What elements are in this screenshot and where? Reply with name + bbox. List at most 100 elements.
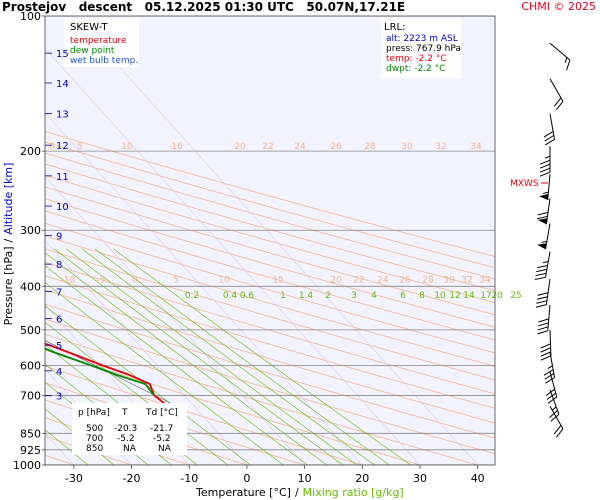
wind-barb-flag	[536, 268, 547, 273]
adiabat-label: 10	[121, 142, 133, 152]
isotherm	[45, 176, 305, 465]
table-cell: NA	[123, 444, 137, 454]
adiabat-label: 10	[218, 275, 230, 285]
dry-adiabat	[45, 174, 495, 304]
wind-barb-staff	[549, 113, 556, 140]
adiabat-label: 22	[353, 275, 364, 285]
temperature-tick-label: 30	[413, 472, 427, 485]
wind-barb-staff	[547, 174, 551, 201]
adiabat-label: 30	[443, 275, 455, 285]
temperature-tick-label: 40	[471, 472, 485, 485]
wind-barb	[537, 304, 551, 335]
pressure-tick-label: 700	[20, 389, 41, 402]
legend-dew-point: dew point	[70, 46, 115, 56]
mixing-ratio-label: 10	[434, 291, 446, 301]
wind-barb-flag	[537, 292, 549, 296]
table-cell: -5.2	[153, 434, 171, 444]
wind-barb-halfflag	[544, 155, 551, 159]
wind-barb-pennant	[537, 218, 548, 225]
pressure-tick-label: 925	[20, 444, 41, 457]
adiabat-label: 28	[364, 142, 376, 152]
series-dew-point	[45, 347, 156, 396]
mixing-ratio-label: 8	[419, 291, 425, 301]
wind-barb	[537, 223, 551, 250]
x-axis-title-separator: /	[295, 486, 299, 499]
table-cell: -21.7	[150, 424, 173, 434]
altitude-tick-label: 3	[56, 392, 62, 403]
wind-barb-flag	[536, 215, 548, 220]
mixing-ratio-label: 0.2	[185, 291, 199, 301]
mixing-ratio-label: 1.4	[299, 291, 314, 301]
dry-adiabat	[45, 163, 495, 292]
lrl-press: press: 767.9 hPa	[386, 44, 461, 54]
dry-adiabat	[45, 275, 495, 409]
wind-barb	[539, 146, 551, 177]
sounding-type: descent	[78, 0, 133, 14]
dry-adiabat	[45, 186, 495, 316]
adiabat-label: 5	[173, 275, 179, 285]
wind-barb-halfflag	[543, 191, 549, 195]
wind-barb	[545, 371, 558, 404]
wind-barb-staff	[545, 278, 551, 305]
adiabat-label: 30	[401, 142, 413, 152]
table-cell: 700	[86, 434, 103, 444]
profile-lines	[45, 342, 169, 408]
wind-barb-flag	[536, 296, 548, 300]
adiabat-label: 20	[330, 275, 342, 285]
wind-barb-pennant	[539, 194, 549, 201]
adiabat-label: -10	[61, 275, 76, 285]
wind-barb-pennant	[537, 243, 547, 250]
isotherm	[45, 240, 248, 465]
mixing-ratio-label: 25	[510, 291, 521, 301]
wind-barb-flag	[539, 159, 551, 165]
wind-barb-flag	[540, 351, 551, 357]
mixing-ratio-label: 1	[280, 291, 286, 301]
adiabat-label: 26	[399, 275, 411, 285]
legend-title: SKEW-T	[70, 22, 108, 33]
lrl-dwpt: dwpt: -2.2 °C	[386, 64, 445, 74]
adiabat-label: 24	[294, 142, 306, 152]
wind-barb-flag	[545, 388, 555, 397]
dry-adiabat	[45, 248, 495, 381]
wind-barb-halfflag	[547, 365, 553, 369]
altitude-tick-label: 11	[56, 172, 69, 183]
wind-barb	[534, 251, 551, 280]
wind-barb-flag	[566, 59, 571, 71]
wind-barb-staff	[549, 329, 552, 356]
y-axis-title: Pressure [hPa] / Altitude [km]	[2, 163, 15, 326]
data-table: p [hPa] T Td [°C] 500 -20.3 -21.7 700 -5…	[72, 403, 187, 455]
wind-barb-halfflag	[551, 406, 557, 411]
altitude-tick-label: 14	[56, 79, 69, 90]
credit-text: CHMI © 2025	[521, 0, 596, 13]
pressure-tick-label: 500	[20, 324, 41, 337]
wind-barb-staff	[544, 251, 551, 278]
temperature-tick-label: 10	[298, 472, 312, 485]
mixing-ratio-line	[94, 248, 390, 465]
wind-barb	[549, 389, 560, 422]
station-name: Prostejov	[2, 0, 67, 14]
adiabat-label: -5	[97, 275, 106, 285]
temperature-tick-label: 20	[355, 472, 369, 485]
y-axis-title-separator: /	[2, 238, 15, 242]
wind-barb-flag	[537, 211, 549, 216]
wind-barb-flag	[539, 167, 551, 173]
isotherm	[45, 368, 132, 465]
mixing-ratio-line	[45, 265, 308, 465]
legend-temperature: temperature	[70, 36, 127, 46]
wind-barb-flag	[540, 355, 552, 361]
wind-barb-flag	[549, 410, 558, 419]
wind-barb-staff	[549, 78, 564, 102]
wind-barb-halfflag	[564, 57, 568, 63]
mixing-ratio-line	[45, 252, 327, 465]
wind-barb	[536, 198, 551, 225]
wind-barb	[535, 278, 551, 308]
altitude-tick-label: 8	[56, 260, 62, 271]
temperature-tick-label: 0	[243, 472, 250, 485]
isotherm	[73, 16, 478, 465]
table-cell: 500	[86, 424, 103, 434]
altitude-tick-label: 7	[56, 288, 62, 299]
table-cell: NA	[158, 444, 172, 454]
adiabat-label: 20	[234, 142, 246, 152]
mixing-ratio-line	[81, 248, 375, 465]
grid-labels: -80 °C-70-60-50-40-30-20-10 °C0510162022…	[49, 142, 522, 301]
